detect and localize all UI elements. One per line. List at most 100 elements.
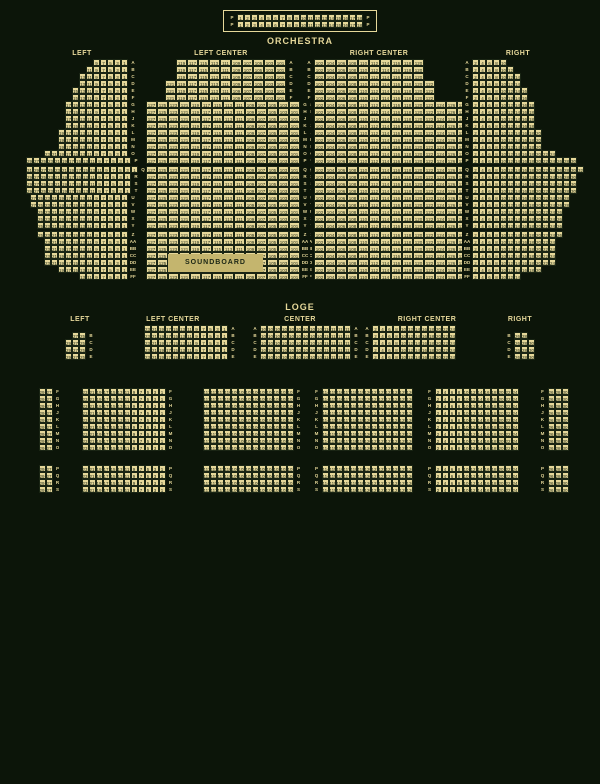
- seat[interactable]: 116: [391, 73, 402, 80]
- seat[interactable]: 105: [267, 222, 278, 229]
- seat[interactable]: 115: [198, 59, 209, 66]
- seat[interactable]: 9: [103, 166, 110, 173]
- seat[interactable]: 12: [507, 231, 514, 238]
- seat[interactable]: 119: [190, 122, 201, 129]
- seat[interactable]: 10: [500, 122, 507, 129]
- seat[interactable]: 1: [159, 437, 166, 444]
- seat[interactable]: 124: [392, 430, 399, 437]
- seat[interactable]: 116: [336, 444, 343, 451]
- seat[interactable]: 4: [379, 325, 386, 332]
- seat[interactable]: 27: [46, 423, 53, 430]
- seat[interactable]: 126: [406, 402, 413, 409]
- seat[interactable]: 101: [289, 259, 300, 266]
- seat[interactable]: 126: [446, 201, 457, 208]
- seat[interactable]: 108: [347, 129, 358, 136]
- seat[interactable]: 113: [203, 416, 210, 423]
- seat[interactable]: 16: [521, 245, 528, 252]
- seat[interactable]: 124: [392, 402, 399, 409]
- seat[interactable]: 12: [507, 266, 514, 273]
- seat[interactable]: 102: [314, 273, 325, 280]
- seat[interactable]: 22: [442, 332, 449, 339]
- seat[interactable]: 4: [258, 14, 265, 21]
- seat[interactable]: 119: [190, 238, 201, 245]
- seat[interactable]: 119: [357, 444, 364, 451]
- seat[interactable]: 121: [179, 187, 190, 194]
- seat[interactable]: 110: [358, 66, 369, 73]
- seat[interactable]: 6: [486, 136, 493, 143]
- seat[interactable]: 6: [486, 201, 493, 208]
- seat[interactable]: 113: [209, 94, 220, 101]
- seat[interactable]: 118: [402, 215, 413, 222]
- seat[interactable]: 116: [336, 416, 343, 423]
- seat[interactable]: 2: [435, 472, 442, 479]
- seat[interactable]: 13: [82, 173, 89, 180]
- seat[interactable]: 12: [507, 194, 514, 201]
- seat[interactable]: 6: [486, 143, 493, 150]
- seat[interactable]: 6: [272, 21, 279, 28]
- seat[interactable]: 28: [555, 409, 562, 416]
- seat[interactable]: 8: [493, 208, 500, 215]
- seat[interactable]: 109: [316, 332, 323, 339]
- seat[interactable]: 119: [190, 201, 201, 208]
- seat[interactable]: 12: [407, 332, 414, 339]
- seat[interactable]: 15: [72, 252, 79, 259]
- seat[interactable]: 103: [273, 430, 280, 437]
- seat[interactable]: 122: [424, 266, 435, 273]
- seat[interactable]: 8: [393, 332, 400, 339]
- seat[interactable]: 14: [514, 208, 521, 215]
- seat[interactable]: 29: [39, 388, 46, 395]
- seat[interactable]: 19: [96, 486, 103, 493]
- seat[interactable]: 110: [358, 80, 369, 87]
- seat[interactable]: 108: [347, 59, 358, 66]
- seat[interactable]: 8: [493, 136, 500, 143]
- seat[interactable]: 3: [114, 194, 121, 201]
- seat[interactable]: 2: [472, 273, 479, 280]
- seat[interactable]: 1: [159, 465, 166, 472]
- seat[interactable]: 4: [479, 266, 486, 273]
- seat[interactable]: 111: [217, 416, 224, 423]
- seat[interactable]: 26: [556, 208, 563, 215]
- seat[interactable]: 3: [114, 266, 121, 273]
- seat[interactable]: 2: [472, 222, 479, 229]
- seat[interactable]: 119: [190, 208, 201, 215]
- seat[interactable]: 9: [131, 430, 138, 437]
- seat[interactable]: 113: [223, 215, 234, 222]
- seat[interactable]: 11: [186, 346, 193, 353]
- seat[interactable]: 3: [152, 402, 159, 409]
- seat[interactable]: 23: [144, 353, 151, 360]
- seat[interactable]: 119: [190, 115, 201, 122]
- seat[interactable]: 116: [391, 231, 402, 238]
- seat[interactable]: 124: [392, 416, 399, 423]
- seat[interactable]: 28: [555, 479, 562, 486]
- seat[interactable]: 118: [402, 122, 413, 129]
- seat[interactable]: 14: [414, 325, 421, 332]
- seat[interactable]: 1: [121, 245, 128, 252]
- seat[interactable]: 24: [512, 409, 519, 416]
- seat[interactable]: 11: [86, 208, 93, 215]
- seat[interactable]: 1: [121, 80, 128, 87]
- seat[interactable]: 104: [325, 180, 336, 187]
- seat[interactable]: 18: [528, 115, 535, 122]
- seat[interactable]: 12: [507, 173, 514, 180]
- seat[interactable]: 120: [364, 444, 371, 451]
- seat[interactable]: 19: [61, 187, 68, 194]
- seat[interactable]: 1: [221, 325, 228, 332]
- seat[interactable]: 2: [472, 136, 479, 143]
- seat[interactable]: 123: [168, 157, 179, 164]
- seat[interactable]: 115: [329, 437, 336, 444]
- seat[interactable]: 109: [231, 73, 242, 80]
- seat[interactable]: 8: [456, 472, 463, 479]
- seat[interactable]: 105: [288, 346, 295, 353]
- seat[interactable]: 117: [201, 231, 212, 238]
- seat[interactable]: 28: [555, 430, 562, 437]
- seat[interactable]: 112: [369, 101, 380, 108]
- seat[interactable]: 10: [500, 157, 507, 164]
- seat[interactable]: 127: [146, 101, 157, 108]
- seat[interactable]: 10: [500, 180, 507, 187]
- seat[interactable]: 17: [65, 108, 72, 115]
- seat[interactable]: 127: [146, 173, 157, 180]
- seat[interactable]: 109: [245, 222, 256, 229]
- seat[interactable]: 5: [107, 215, 114, 222]
- seat[interactable]: 102: [280, 465, 287, 472]
- seat[interactable]: 115: [212, 215, 223, 222]
